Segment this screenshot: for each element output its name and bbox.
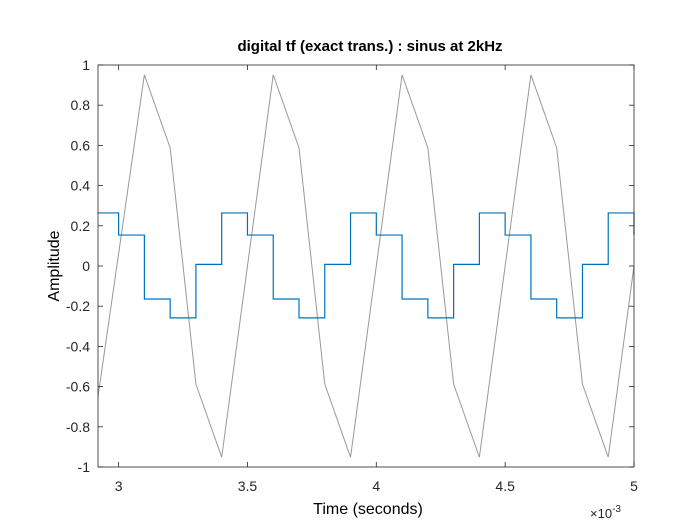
y-tick-label: -0.6 [66, 379, 90, 395]
y-axis-label: Amplitude [46, 230, 63, 301]
plot-area [98, 65, 634, 467]
x-exponent-label: ×10-3 [590, 504, 621, 521]
y-tick-label: -1 [78, 459, 91, 475]
x-exponent-power: -3 [612, 504, 621, 515]
x-tick-label: 4 [372, 478, 380, 494]
y-tick-label: 1 [82, 57, 90, 73]
series-line-1 [97, 74, 635, 458]
x-tick-label: 4.5 [495, 478, 515, 494]
y-tick-label: -0.2 [66, 298, 90, 314]
x-tick-label: 3 [115, 478, 123, 494]
x-tick-label: 5 [630, 478, 638, 494]
series-layer [97, 74, 635, 458]
y-tick-label: 0.8 [71, 97, 91, 113]
y-tick-label: -0.4 [66, 338, 90, 354]
y-tick-label: 0.4 [71, 178, 91, 194]
tick-layer: 3 3.5 4 4.5 5 -1 -0.8 -0.6 -0.4 -0.2 0 0.2 0.4 0.6 0.8… [66, 57, 638, 494]
y-tick-label: 0.2 [71, 218, 91, 234]
y-tick-label: 0 [82, 258, 90, 274]
x-exponent-base: ×10 [590, 506, 612, 521]
series-line-2 [98, 212, 635, 319]
x-axis-label: Time (seconds) [313, 501, 423, 518]
x-tick-label: 3.5 [238, 478, 258, 494]
chart-title: digital tf (exact trans.) : sinus at 2kH… [237, 38, 502, 55]
y-tick-label: -0.8 [66, 419, 90, 435]
y-tick-label: 0.6 [71, 137, 91, 153]
